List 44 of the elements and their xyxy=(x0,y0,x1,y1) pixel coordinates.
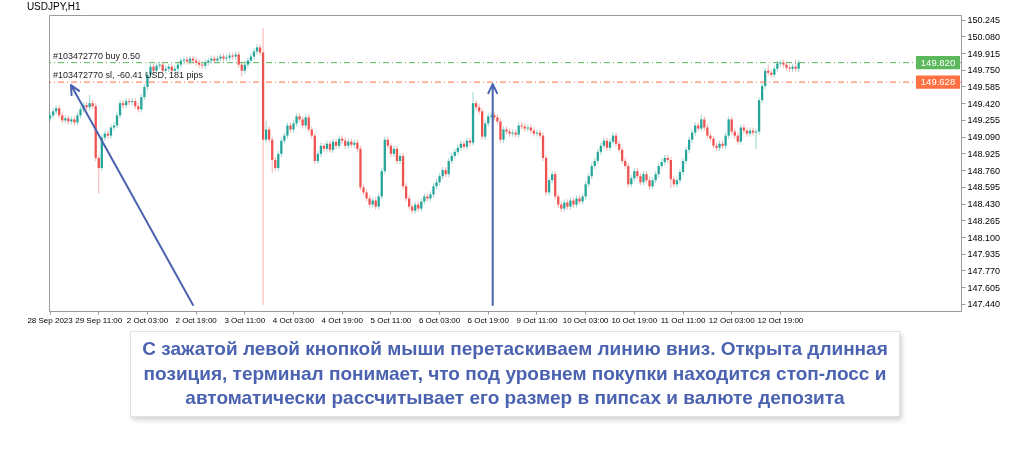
y-tick-label: 149.585 xyxy=(967,81,1001,92)
x-tick-label: 10 Oct 19:00 xyxy=(611,315,658,325)
y-tick-label: 149.090 xyxy=(967,132,1001,143)
annotation: 149.628 xyxy=(920,76,956,88)
x-tick-label: 29 Sep 11:00 xyxy=(75,315,123,325)
y-tick-label: 148.265 xyxy=(967,215,1001,226)
candlestick xyxy=(252,47,256,61)
x-tick-label: 28 Sep 2023 xyxy=(27,315,74,325)
x-tick-label: 4 Oct 19:00 xyxy=(321,315,364,325)
y-tick-label: 148.100 xyxy=(967,232,1001,243)
x-tick-label: 9 Oct 11:00 xyxy=(516,315,558,325)
candlestick xyxy=(258,43,262,57)
candlestick xyxy=(182,56,186,65)
candlestick xyxy=(112,121,116,132)
y-tick-label: 147.935 xyxy=(967,249,1001,260)
x-tick-label: 2 Oct 03:00 xyxy=(126,315,169,325)
y-tick-label: 147.440 xyxy=(967,299,1001,310)
x-tick-label: 6 Oct 19:00 xyxy=(467,315,510,325)
y-tick-label: 147.770 xyxy=(967,265,1001,276)
y-tick-label: 150.245 xyxy=(967,15,1001,26)
x-tick-label: 12 Oct 03:00 xyxy=(708,315,756,325)
y-tick-label: 148.925 xyxy=(967,148,1001,159)
x-tick-label: 12 Oct 19:00 xyxy=(757,315,804,325)
y-tick-label: 149.255 xyxy=(967,115,1001,126)
x-tick-label: 3 Oct 11:00 xyxy=(224,315,266,325)
text: С зажатой левой кнопкой мыши перетаскиваем линию вниз. Открыта длинная позиция, терминал понимает, что под уровнем покупки находится стоп-лосс и автоматически рассчитывает его размер в пипсах и валюте депозита xyxy=(130,331,900,418)
y-tick-label: 149.420 xyxy=(967,98,1001,109)
candlestick xyxy=(535,129,539,138)
y-tick-label: 148.430 xyxy=(967,199,1001,210)
y-tick-label: 148.595 xyxy=(967,182,1001,193)
x-tick-label: 11 Oct 11:00 xyxy=(660,315,706,325)
x-tick-label: 2 Oct 19:00 xyxy=(175,315,218,325)
y-tick-label: 147.605 xyxy=(967,282,1001,293)
annotation: 149.820 xyxy=(920,56,956,68)
chart-title: USDJPY,H1 xyxy=(26,1,82,12)
y-tick-label: 150.080 xyxy=(967,31,1001,42)
y-tick-label: 148.760 xyxy=(967,165,1001,176)
y-tick-label: 149.915 xyxy=(967,48,1001,59)
x-tick-label: 5 Oct 11:00 xyxy=(370,315,412,325)
ref-line-label: #103472770 buy 0.50 xyxy=(53,50,141,61)
y-tick-label: 149.750 xyxy=(967,65,1001,76)
x-tick-label: 4 Oct 03:00 xyxy=(272,315,315,325)
x-tick-label: 6 Oct 03:00 xyxy=(418,315,461,325)
x-tick-label: 10 Oct 03:00 xyxy=(562,315,610,325)
